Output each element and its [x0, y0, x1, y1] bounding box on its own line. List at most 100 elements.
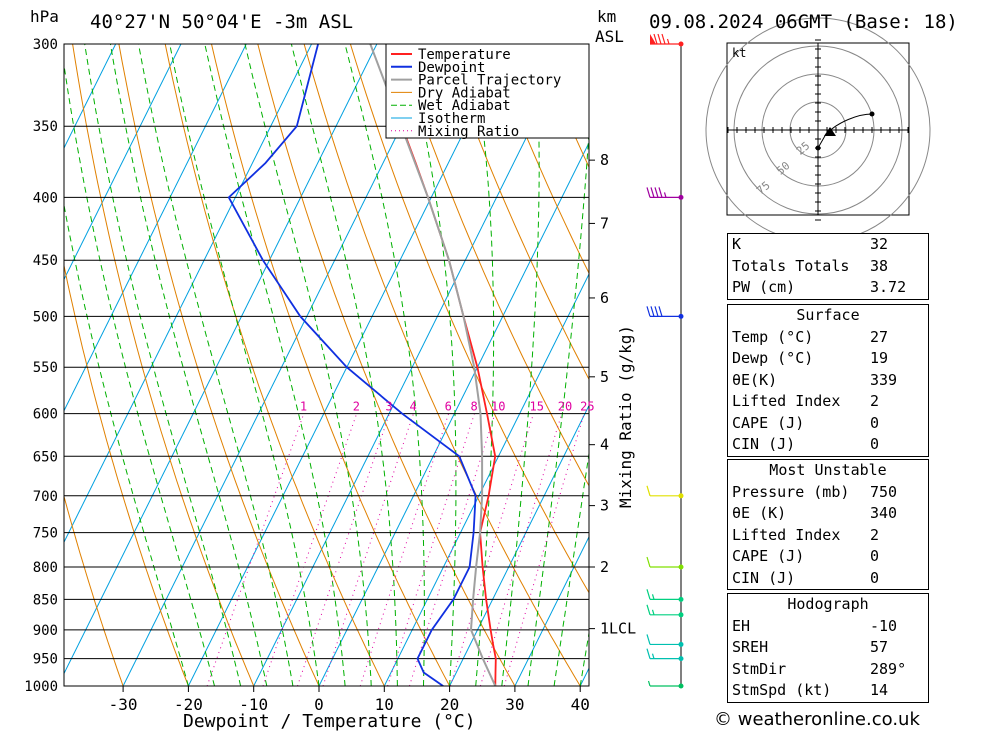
pressure-tick-label: 650	[33, 449, 58, 465]
mixing-ratio-line	[262, 413, 358, 686]
index-value: 38	[870, 256, 889, 275]
pressure-tick-label: 450	[33, 253, 58, 269]
mixing-ratio-axis-label: Mixing Ratio (g/kg)	[616, 325, 635, 508]
temp-tick-label: -30	[109, 695, 138, 714]
asl-label: ASL	[595, 27, 624, 46]
index-row: CIN (J) 0	[728, 434, 928, 456]
index-row: PW (cm) 3.72	[728, 277, 928, 299]
pressure-tick-label: 350	[33, 119, 58, 135]
plot-frame	[63, 43, 590, 687]
temp-tick-label: 10	[375, 695, 394, 714]
mixing-ratio-label: 2	[353, 400, 360, 414]
wind-barb	[646, 634, 684, 647]
pressure-tick-label: 750	[33, 526, 58, 542]
mixing-ratio-line	[206, 413, 305, 686]
wind-barb-full	[650, 187, 655, 198]
wind-barb-full	[653, 33, 658, 45]
km-tick-label: 3	[600, 497, 609, 515]
index-value: 339	[870, 370, 898, 389]
dry-adiabat-line	[64, 494, 124, 686]
km-tick-label: 4	[600, 436, 609, 454]
mixing-ratio-labels: 1 2 3 4 6 8 10 15 20 25	[300, 400, 595, 414]
pressure-tick-label: 800	[33, 560, 58, 576]
temp-tick-label: 0	[314, 695, 324, 714]
index-value: 340	[870, 504, 898, 522]
mixing-ratio-label: 3	[385, 400, 392, 414]
mixing-ratio-line	[387, 413, 475, 686]
wind-barb-full	[646, 604, 651, 615]
isotherm-line	[383, 273, 589, 686]
dry-adiabat-line	[210, 44, 451, 686]
index-row: θE(K) 339	[728, 370, 928, 392]
index-value: 750	[870, 482, 898, 501]
credit-text[interactable]: © weatheronline.co.uk	[714, 709, 920, 730]
pressure-tick-label: 600	[33, 407, 58, 423]
index-value: 3.72	[870, 278, 907, 296]
mixing-ratio-label: 1	[300, 400, 307, 414]
mixing-ratio-line	[503, 413, 585, 686]
index-label: Lifted Index	[732, 392, 841, 410]
dry-adiabat-line	[0, 0, 58, 686]
wind-barb-half	[647, 680, 651, 687]
pressure-tick-label: 1000	[24, 679, 58, 695]
wind-barb-half	[666, 38, 670, 45]
index-row: StmSpd (kt) 14	[728, 680, 928, 702]
profile-series	[227, 44, 497, 686]
index-row: CAPE (J) 0	[728, 413, 928, 435]
wind-barb-half	[663, 192, 667, 198]
mixing-ratio-label: 10	[491, 400, 505, 414]
wet-adiabat-line	[204, 44, 346, 686]
wind-barb-full	[646, 634, 651, 645]
index-label: Lifted Index	[732, 525, 841, 544]
dry-adiabat-line	[396, 44, 589, 487]
index-value: 0	[870, 547, 880, 565]
dry-adiabat-line	[938, 0, 1000, 686]
legend-entry: Parcel Trajectory	[418, 73, 561, 89]
hodograph-point	[869, 111, 875, 117]
mixing-ratio-label: 8	[470, 400, 477, 414]
wet-adiabat-line	[109, 44, 268, 686]
index-label: EH	[732, 616, 751, 635]
wind-barb	[646, 485, 684, 499]
wet-adiabat-line	[527, 124, 589, 686]
mixing-ratio-label: 6	[445, 400, 452, 414]
mixing-ratio-line	[449, 413, 534, 686]
isotherm-line	[64, 44, 247, 412]
index-label: PW (cm)	[732, 278, 796, 296]
mixing-ratio-label: 4	[409, 400, 416, 414]
pressure-tick-label: 700	[33, 489, 58, 505]
km-tick-label: 2	[600, 558, 609, 576]
legend-entry: Dry Adiabat	[418, 85, 511, 101]
legend-entry: Mixing Ratio	[418, 124, 519, 140]
surface-title: Surface	[796, 306, 860, 324]
wind-barb	[647, 680, 684, 689]
hodograph-table: Hodograph EH -10 SREH 57 StmDir 289° StmSpd (k…	[727, 593, 929, 703]
legend-entry: Dewpoint	[418, 60, 485, 76]
axis-ticks: 3003504004505005506006507007508008509009…	[24, 37, 590, 714]
hodograph-ring-label: 25	[794, 139, 813, 157]
dry-adiabat-line	[64, 263, 189, 686]
index-row: CIN (J) 0	[728, 568, 928, 590]
storm-motion-marker	[824, 127, 836, 136]
most-unstable-title: Most Unstable	[769, 461, 887, 479]
wind-barb	[646, 306, 684, 319]
x-axis-label: Dewpoint / Temperature (°C)	[183, 711, 476, 732]
index-row: CAPE (J) 0	[728, 546, 928, 568]
legend-box	[385, 43, 590, 139]
wet-adiabat-line	[553, 450, 589, 686]
isotherm-line	[64, 44, 378, 675]
pressure-tick-label: 500	[33, 309, 58, 325]
pressure-tick-label: 950	[33, 652, 58, 668]
legend-entry: Isotherm	[418, 111, 485, 127]
dry-adiabat-line	[535, 44, 589, 169]
most-unstable-table: Most Unstable Pressure (mb) 750 θE (K) 340 L…	[727, 459, 929, 590]
isotherm-line	[0, 0, 33, 712]
pressure-tick-label: 550	[33, 360, 58, 376]
wind-barb	[646, 648, 684, 662]
hodograph-title: Hodograph	[787, 595, 869, 613]
isotherm-line	[449, 404, 589, 686]
index-value: 0	[870, 435, 880, 453]
